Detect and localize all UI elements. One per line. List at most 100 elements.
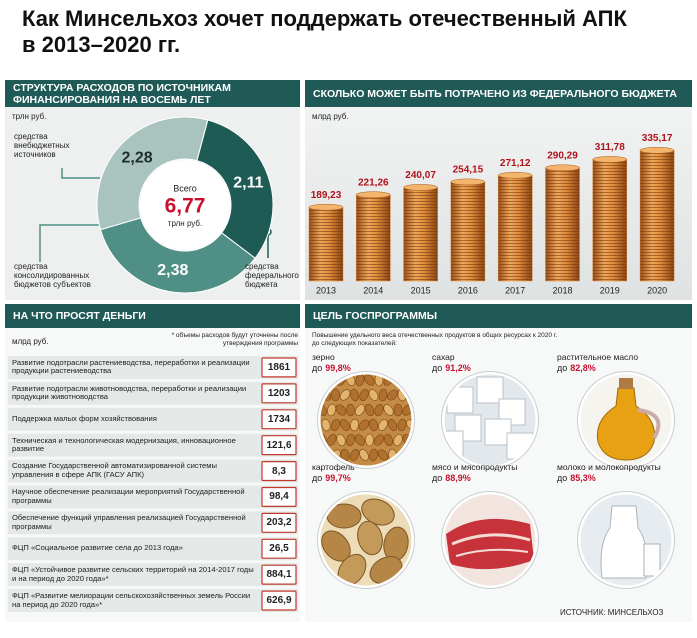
unit: трлн руб.: [12, 112, 47, 121]
table-row: [8, 537, 298, 561]
goal-prefix: до: [312, 363, 323, 373]
oil-jug: [596, 387, 656, 461]
x-tick-label: 2013: [316, 285, 336, 295]
goal-value-line: до 99,7%: [312, 473, 351, 483]
value-label: 189,23: [311, 190, 342, 201]
leader-line: [61, 168, 100, 179]
picture-outline: [441, 371, 539, 469]
row-value: 1861: [267, 361, 291, 373]
coin-edges: [592, 159, 627, 281]
coin-edges: [498, 175, 533, 281]
goal-prefix: до: [557, 473, 568, 483]
grain: [364, 403, 375, 417]
coin-edges: [309, 207, 343, 281]
section-header: СТРУКТУРА РАСХОДОВ ПО ИСТОЧНИКАМ ФИНАНСИ…: [5, 80, 300, 107]
goal-prefix: до: [432, 473, 443, 483]
goal-name: картофель: [312, 462, 355, 472]
coin-top: [639, 147, 675, 154]
value-box: [261, 461, 297, 482]
grain: [339, 389, 351, 401]
goal-picture: [441, 491, 539, 589]
grain: [378, 388, 388, 402]
goal-value-line: до 85,3%: [557, 473, 596, 483]
slice-category: средства консолидированных бюджетов субъ…: [14, 262, 91, 289]
picture-content: [579, 493, 673, 587]
table-row: [8, 433, 298, 457]
goal-prefix: до: [432, 363, 443, 373]
x-tick-label: 2014: [363, 285, 383, 295]
grain: [369, 448, 378, 462]
goal-name: сахар: [432, 352, 455, 362]
row-label: Развитие подотрасли животноводства, пере…: [12, 383, 247, 402]
picture-frame: [577, 371, 675, 469]
pie-slice: [99, 217, 256, 294]
glass: [643, 543, 661, 577]
coin-edges: [403, 187, 438, 281]
picture-content: [443, 493, 537, 587]
value-label: 311,78: [595, 142, 625, 153]
slice-category: средства федерального бюджета: [245, 262, 299, 289]
row-label: ФЦП «Устойчивое развитие сельских террит…: [12, 565, 254, 583]
grain: [374, 403, 384, 417]
section-header: НА ЧТО ПРОСЯТ ДЕНЬГИ: [5, 304, 300, 328]
value-label: 271,12: [500, 158, 531, 169]
coin-top: [545, 164, 580, 172]
grain: [393, 433, 403, 447]
grain: [378, 419, 388, 431]
total-value: 6,77: [165, 195, 206, 218]
picture-outline: [317, 491, 415, 589]
table-row: [8, 563, 298, 587]
pie-slice: [196, 119, 274, 259]
value-box: [261, 486, 297, 507]
subtitle: Повышение удельного веса отечественных п…: [312, 332, 558, 347]
goal-value: 88,9%: [445, 473, 471, 483]
grain: [349, 449, 360, 461]
grain: [336, 433, 346, 447]
coin-top: [308, 203, 344, 211]
coin-top: [356, 191, 391, 198]
coin-edges: [356, 194, 391, 281]
picture-outline: [317, 371, 415, 469]
coin-edges: [450, 181, 485, 281]
row-value: 1734: [267, 413, 291, 425]
value-label: 254,15: [453, 165, 484, 176]
goal-value: 85,3%: [570, 473, 596, 483]
goal-prefix: до: [557, 363, 568, 373]
grain: [368, 389, 379, 401]
picture-outline: [577, 371, 675, 469]
grain: [387, 389, 398, 401]
picture-frame: [577, 491, 675, 589]
total-title: Всего: [173, 183, 197, 193]
grain: [326, 434, 337, 446]
goal-name: мясо и мясопродукты: [432, 462, 518, 472]
slice-label: 2,38: [157, 262, 188, 279]
unit: млрд руб.: [312, 112, 349, 121]
row-label: Техническая и технологическая модернизац…: [12, 435, 236, 454]
coin-edges: [545, 167, 580, 281]
value-box: [261, 357, 297, 378]
grain: [340, 448, 350, 462]
grain: [369, 418, 378, 432]
milk-jug: [600, 505, 648, 579]
grain: [350, 388, 359, 402]
grain: [364, 374, 375, 386]
grain: [331, 388, 340, 402]
slice-label: 2,11: [233, 175, 263, 192]
grain: [354, 434, 366, 446]
picture-content: [579, 373, 673, 467]
goal-picture: [577, 491, 675, 589]
picture-content: [319, 493, 413, 587]
grain: [359, 388, 369, 402]
row-value: 203,2: [266, 517, 292, 529]
coin-edges: [640, 150, 675, 281]
section-header: ЦЕЛЬ ГОСПРОГРАММЫ: [305, 304, 692, 328]
row-label: Развитие подотрасли растениеводства, пер…: [12, 357, 250, 376]
value-label: 290,29: [547, 150, 578, 161]
row-label: ФЦП «Развитие мелиорации сельскохозяйств…: [12, 590, 251, 609]
goal-prefix: до: [312, 473, 323, 483]
coin-top: [497, 172, 533, 179]
row-label: Обеспечение функций управления реализаци…: [12, 513, 246, 531]
picture-outline: [577, 491, 675, 589]
grain: [359, 449, 369, 461]
goal-value-line: до 91,2%: [432, 363, 471, 373]
